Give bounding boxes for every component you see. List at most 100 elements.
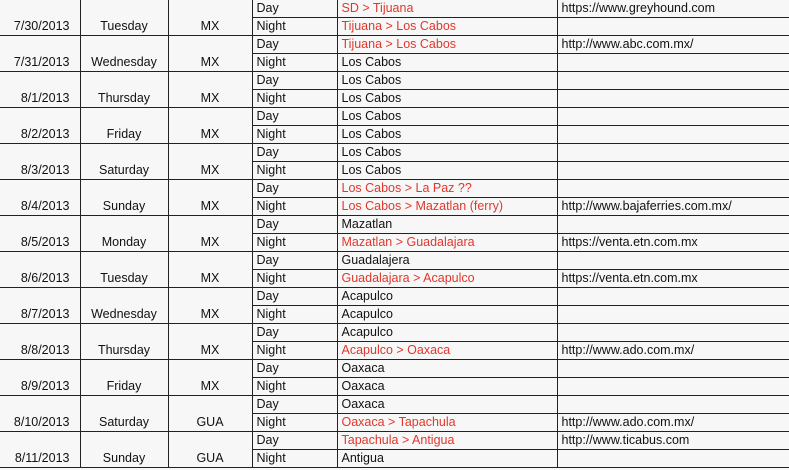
date-cell[interactable]: 8/5/2013 bbox=[0, 215, 81, 252]
country-cell[interactable]: MX bbox=[167, 215, 253, 252]
url-cell[interactable] bbox=[556, 377, 789, 396]
weekday-cell[interactable]: Tuesday bbox=[79, 0, 169, 36]
location-cell[interactable]: Acapulco bbox=[336, 323, 558, 342]
date-cell[interactable]: 8/4/2013 bbox=[0, 179, 81, 216]
url-cell[interactable] bbox=[556, 449, 789, 468]
period-cell[interactable]: Night bbox=[251, 197, 338, 216]
url-cell[interactable] bbox=[556, 305, 789, 324]
weekday-cell[interactable]: Tuesday bbox=[79, 251, 169, 288]
location-cell[interactable]: Acapulco > Oaxaca bbox=[336, 341, 558, 360]
location-cell[interactable]: Tapachula > Antigua bbox=[336, 431, 558, 450]
location-cell[interactable]: Tijuana > Los Cabos bbox=[336, 35, 558, 54]
period-cell[interactable]: Day bbox=[251, 395, 338, 414]
period-cell[interactable]: Day bbox=[251, 323, 338, 342]
period-cell[interactable]: Day bbox=[251, 71, 338, 90]
url-cell[interactable]: http://www.ado.com.mx/ bbox=[556, 413, 789, 432]
period-cell[interactable]: Day bbox=[251, 107, 338, 126]
period-cell[interactable]: Day bbox=[251, 0, 338, 18]
url-cell[interactable] bbox=[556, 251, 789, 270]
url-cell[interactable] bbox=[556, 215, 789, 234]
period-cell[interactable]: Night bbox=[251, 89, 338, 108]
period-cell[interactable]: Night bbox=[251, 53, 338, 72]
location-cell[interactable]: Los Cabos > La Paz ?? bbox=[336, 179, 558, 198]
url-cell[interactable] bbox=[556, 161, 789, 180]
period-cell[interactable]: Day bbox=[251, 287, 338, 306]
date-cell[interactable]: 8/3/2013 bbox=[0, 143, 81, 180]
period-cell[interactable]: Night bbox=[251, 341, 338, 360]
url-cell[interactable] bbox=[556, 395, 789, 414]
date-cell[interactable]: 7/30/2013 bbox=[0, 0, 81, 36]
date-cell[interactable]: 8/10/2013 bbox=[0, 395, 81, 432]
period-cell[interactable]: Day bbox=[251, 431, 338, 450]
location-cell[interactable]: Mazatlan bbox=[336, 215, 558, 234]
location-cell[interactable]: SD > Tijuana bbox=[336, 0, 558, 18]
period-cell[interactable]: Night bbox=[251, 161, 338, 180]
location-cell[interactable]: Los Cabos bbox=[336, 53, 558, 72]
period-cell[interactable]: Day bbox=[251, 359, 338, 378]
country-cell[interactable]: MX bbox=[167, 35, 253, 72]
location-cell[interactable]: Acapulco bbox=[336, 287, 558, 306]
country-cell[interactable]: MX bbox=[167, 179, 253, 216]
location-cell[interactable]: Oaxaca bbox=[336, 359, 558, 378]
location-cell[interactable]: Tijuana > Los Cabos bbox=[336, 17, 558, 36]
location-cell[interactable]: Guadalajera bbox=[336, 251, 558, 270]
url-cell[interactable] bbox=[556, 323, 789, 342]
period-cell[interactable]: Night bbox=[251, 269, 338, 288]
weekday-cell[interactable]: Saturday bbox=[79, 143, 169, 180]
location-cell[interactable]: Los Cabos bbox=[336, 71, 558, 90]
url-cell[interactable]: http://www.ado.com.mx/ bbox=[556, 341, 789, 360]
location-cell[interactable]: Los Cabos bbox=[336, 125, 558, 144]
url-cell[interactable] bbox=[556, 53, 789, 72]
weekday-cell[interactable]: Thursday bbox=[79, 323, 169, 360]
period-cell[interactable]: Day bbox=[251, 215, 338, 234]
country-cell[interactable]: MX bbox=[167, 71, 253, 108]
location-cell[interactable]: Los Cabos bbox=[336, 161, 558, 180]
location-cell[interactable]: Guadalajara > Acapulco bbox=[336, 269, 558, 288]
location-cell[interactable]: Mazatlan > Guadalajara bbox=[336, 233, 558, 252]
period-cell[interactable]: Night bbox=[251, 377, 338, 396]
period-cell[interactable]: Day bbox=[251, 35, 338, 54]
weekday-cell[interactable]: Wednesday bbox=[79, 35, 169, 72]
period-cell[interactable]: Night bbox=[251, 413, 338, 432]
weekday-cell[interactable]: Sunday bbox=[79, 431, 169, 468]
country-cell[interactable]: MX bbox=[167, 287, 253, 324]
date-cell[interactable]: 8/6/2013 bbox=[0, 251, 81, 288]
url-cell[interactable]: https://venta.etn.com.mx bbox=[556, 269, 789, 288]
url-cell[interactable]: https://www.greyhound.com bbox=[556, 0, 789, 18]
period-cell[interactable]: Night bbox=[251, 233, 338, 252]
url-cell[interactable]: http://www.ticabus.com bbox=[556, 431, 789, 450]
url-cell[interactable] bbox=[556, 17, 789, 36]
date-cell[interactable]: 8/8/2013 bbox=[0, 323, 81, 360]
url-cell[interactable] bbox=[556, 71, 789, 90]
location-cell[interactable]: Oaxaca bbox=[336, 395, 558, 414]
date-cell[interactable]: 8/9/2013 bbox=[0, 359, 81, 396]
weekday-cell[interactable]: Wednesday bbox=[79, 287, 169, 324]
url-cell[interactable]: https://venta.etn.com.mx bbox=[556, 233, 789, 252]
period-cell[interactable]: Night bbox=[251, 125, 338, 144]
country-cell[interactable]: GUA bbox=[167, 395, 253, 432]
url-cell[interactable] bbox=[556, 359, 789, 378]
country-cell[interactable]: MX bbox=[167, 323, 253, 360]
url-cell[interactable]: http://www.abc.com.mx/ bbox=[556, 35, 789, 54]
url-cell[interactable] bbox=[556, 107, 789, 126]
date-cell[interactable]: 8/1/2013 bbox=[0, 71, 81, 108]
location-cell[interactable]: Oaxaca bbox=[336, 377, 558, 396]
weekday-cell[interactable]: Friday bbox=[79, 359, 169, 396]
weekday-cell[interactable]: Thursday bbox=[79, 71, 169, 108]
weekday-cell[interactable]: Friday bbox=[79, 107, 169, 144]
url-cell[interactable] bbox=[556, 287, 789, 306]
country-cell[interactable]: MX bbox=[167, 251, 253, 288]
date-cell[interactable]: 8/11/2013 bbox=[0, 431, 81, 468]
location-cell[interactable]: Oaxaca > Tapachula bbox=[336, 413, 558, 432]
period-cell[interactable]: Night bbox=[251, 305, 338, 324]
weekday-cell[interactable]: Saturday bbox=[79, 395, 169, 432]
country-cell[interactable]: GUA bbox=[167, 431, 253, 468]
url-cell[interactable] bbox=[556, 125, 789, 144]
url-cell[interactable] bbox=[556, 89, 789, 108]
weekday-cell[interactable]: Monday bbox=[79, 215, 169, 252]
url-cell[interactable] bbox=[556, 179, 789, 198]
location-cell[interactable]: Acapulco bbox=[336, 305, 558, 324]
period-cell[interactable]: Day bbox=[251, 251, 338, 270]
location-cell[interactable]: Los Cabos bbox=[336, 89, 558, 108]
period-cell[interactable]: Night bbox=[251, 17, 338, 36]
